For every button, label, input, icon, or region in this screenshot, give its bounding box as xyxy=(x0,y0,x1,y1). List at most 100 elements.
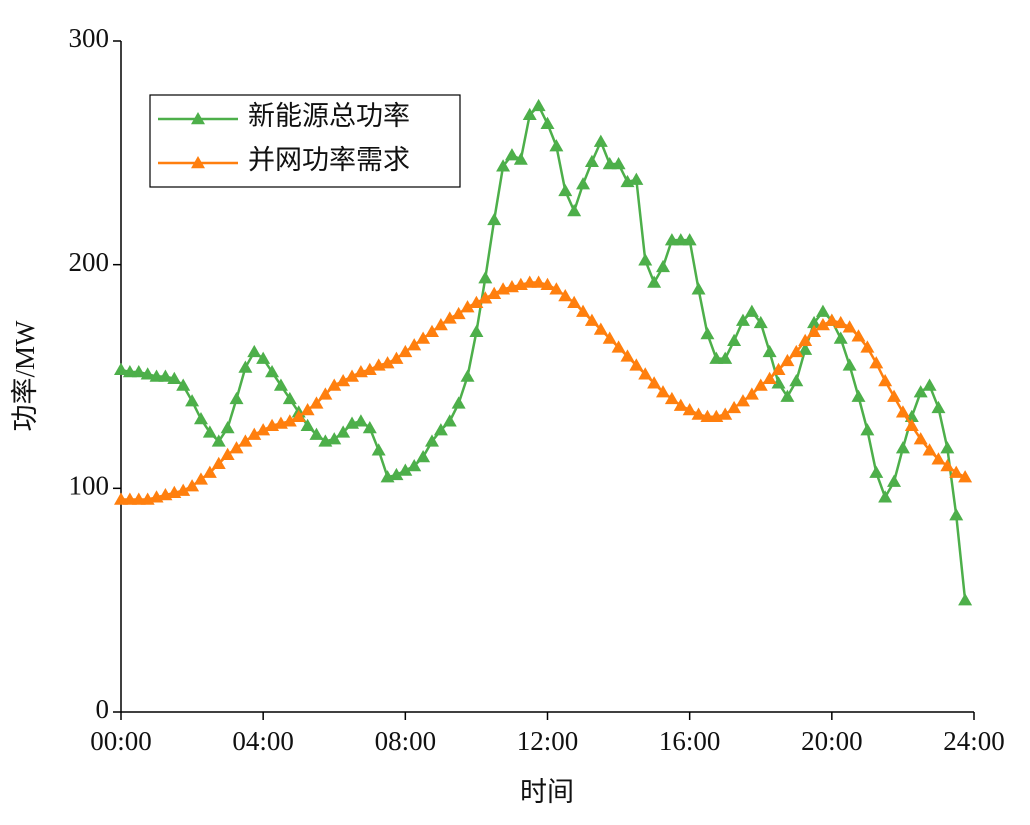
marker xyxy=(229,391,244,405)
marker xyxy=(540,277,555,291)
marker xyxy=(416,331,431,344)
marker xyxy=(895,441,910,454)
marker xyxy=(940,441,955,454)
marker xyxy=(282,391,297,405)
marker xyxy=(638,367,653,380)
marker xyxy=(762,371,777,384)
marker xyxy=(193,472,208,485)
marker xyxy=(336,373,351,387)
marker xyxy=(149,369,164,382)
marker xyxy=(549,282,564,295)
marker xyxy=(584,154,599,168)
marker xyxy=(114,492,128,505)
marker xyxy=(815,304,830,317)
marker xyxy=(567,295,582,308)
marker xyxy=(735,394,750,407)
marker xyxy=(869,356,884,369)
marker xyxy=(238,434,253,447)
y-tick-label: 200 xyxy=(69,247,110,277)
marker xyxy=(185,479,200,492)
marker xyxy=(211,434,226,447)
series-line xyxy=(121,281,966,501)
x-tick-label: 00:00 xyxy=(90,726,152,756)
marker xyxy=(718,407,733,420)
marker xyxy=(531,275,546,288)
marker xyxy=(762,344,777,358)
marker xyxy=(193,411,208,425)
x-tick-label: 24:00 xyxy=(943,726,1005,756)
marker xyxy=(309,427,324,440)
marker xyxy=(389,351,404,364)
marker xyxy=(300,403,315,416)
marker xyxy=(656,385,671,398)
marker xyxy=(691,282,706,295)
legend-label: 新能源总功率 xyxy=(248,101,410,131)
marker xyxy=(131,365,146,378)
marker xyxy=(353,414,368,427)
marker xyxy=(931,452,946,465)
marker xyxy=(522,107,537,121)
marker xyxy=(158,369,173,382)
marker xyxy=(460,300,475,313)
marker xyxy=(460,369,475,382)
marker xyxy=(629,172,644,185)
marker xyxy=(380,356,395,369)
marker xyxy=(122,492,137,505)
marker xyxy=(833,315,848,329)
marker xyxy=(442,414,457,427)
marker xyxy=(202,465,217,478)
marker xyxy=(709,351,724,364)
marker xyxy=(487,286,502,299)
marker xyxy=(229,441,244,454)
marker xyxy=(798,333,813,346)
marker xyxy=(682,233,697,246)
marker xyxy=(496,159,511,172)
marker xyxy=(362,362,377,376)
marker xyxy=(478,271,493,284)
marker xyxy=(780,389,795,402)
marker xyxy=(727,400,742,414)
marker xyxy=(487,212,502,226)
marker xyxy=(922,443,937,456)
marker xyxy=(211,456,226,469)
marker xyxy=(593,322,608,335)
marker xyxy=(140,367,155,380)
marker xyxy=(851,329,866,342)
marker xyxy=(913,385,928,398)
marker xyxy=(220,447,235,461)
marker xyxy=(958,470,973,483)
marker xyxy=(647,376,662,389)
marker xyxy=(842,358,857,371)
marker xyxy=(753,378,768,391)
marker xyxy=(247,344,262,358)
marker xyxy=(771,362,786,376)
marker xyxy=(602,157,617,170)
legend-box xyxy=(149,94,461,188)
marker xyxy=(451,306,466,320)
marker xyxy=(513,152,528,165)
marker xyxy=(673,233,688,246)
marker xyxy=(451,396,466,409)
marker xyxy=(691,407,706,420)
marker xyxy=(504,148,519,161)
marker xyxy=(256,423,271,436)
marker xyxy=(309,396,324,409)
marker xyxy=(558,183,573,197)
legend-label: 并网功率需求 xyxy=(248,145,410,175)
marker xyxy=(389,467,404,481)
marker xyxy=(664,233,679,246)
marker xyxy=(700,409,715,423)
marker xyxy=(887,389,902,402)
marker xyxy=(327,378,342,391)
marker xyxy=(442,311,457,324)
marker xyxy=(300,418,315,431)
marker xyxy=(789,373,804,387)
marker xyxy=(371,443,386,456)
marker xyxy=(540,116,555,130)
marker xyxy=(673,398,688,411)
marker xyxy=(398,344,413,358)
marker xyxy=(433,423,448,436)
marker xyxy=(727,333,742,346)
x-tick-label: 16:00 xyxy=(659,726,721,756)
